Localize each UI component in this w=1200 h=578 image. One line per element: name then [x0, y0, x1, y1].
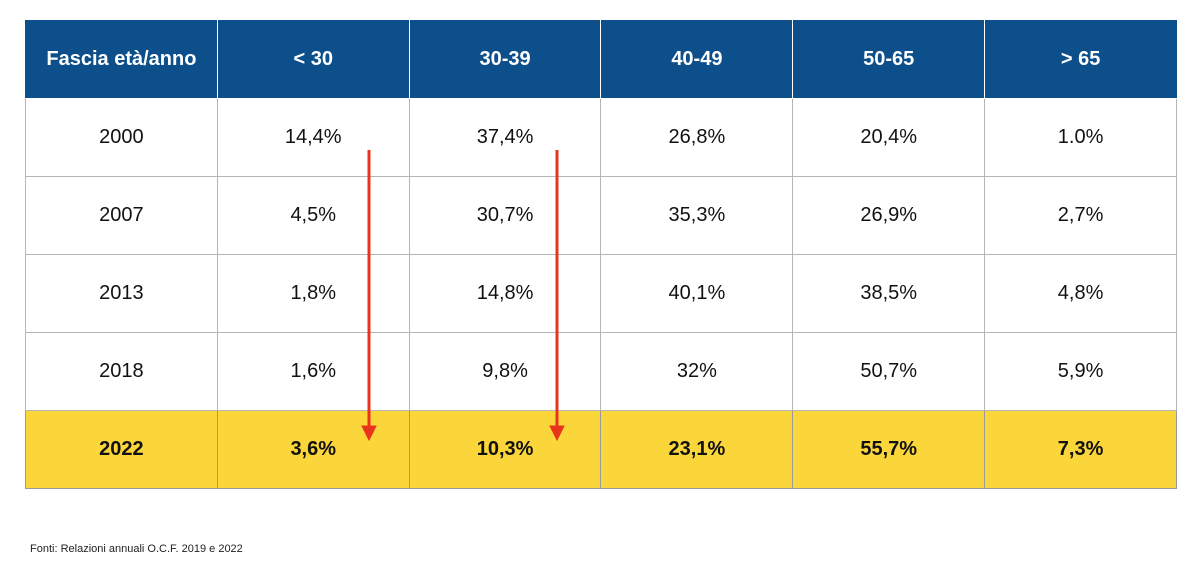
table-cell: 4,8% [984, 254, 1177, 333]
table-cell: 5,9% [984, 332, 1177, 411]
table-cell: 10,3% [408, 410, 602, 489]
header-cell: 40-49 [600, 20, 794, 99]
table-row: 2018 1,6% 9,8% 32% 50,7% 5,9% [25, 332, 1177, 411]
table-cell: 14,8% [408, 254, 602, 333]
table-cell: 14,4% [216, 98, 410, 177]
table-body: 2000 14,4% 37,4% 26,8% 20,4% 1.0% 2007 4,5% 30,7… [25, 98, 1177, 489]
row-label: 2022 [25, 410, 218, 489]
table-row: 2007 4,5% 30,7% 35,3% 26,9% 2,7% [25, 176, 1177, 255]
table-cell: 1.0% [984, 98, 1177, 177]
table-cell: 7,3% [984, 410, 1177, 489]
row-label: 2000 [25, 98, 218, 177]
table-cell: 23,1% [600, 410, 794, 489]
table-cell: 3,6% [216, 410, 410, 489]
table-row: 2022 3,6% 10,3% 23,1% 55,7% 7,3% [25, 410, 1177, 489]
header-cell: 30-39 [408, 20, 602, 99]
table-cell: 40,1% [600, 254, 794, 333]
table-row: 2013 1,8% 14,8% 40,1% 38,5% 4,8% [25, 254, 1177, 333]
data-table: Fascia età/anno < 30 30-39 40-49 50-65 > 65 2… [25, 20, 1177, 489]
table-cell: 9,8% [408, 332, 602, 411]
table-cell: 35,3% [600, 176, 794, 255]
table-cell: 38,5% [792, 254, 986, 333]
footnote: Fonti: Relazioni annuali O.C.F. 2019 e 2… [30, 543, 243, 555]
table-cell: 4,5% [216, 176, 410, 255]
table-cell: 55,7% [792, 410, 986, 489]
table-cell: 32% [600, 332, 794, 411]
table-row: 2000 14,4% 37,4% 26,8% 20,4% 1.0% [25, 98, 1177, 177]
row-label: 2007 [25, 176, 218, 255]
header-cell: Fascia età/anno [25, 20, 218, 99]
table-cell: 37,4% [408, 98, 602, 177]
table-cell: 1,8% [216, 254, 410, 333]
header-cell: < 30 [216, 20, 410, 99]
table-cell: 20,4% [792, 98, 986, 177]
table-cell: 50,7% [792, 332, 986, 411]
header-cell: > 65 [984, 20, 1177, 99]
row-label: 2018 [25, 332, 218, 411]
table-cell: 2,7% [984, 176, 1177, 255]
header-cell: 50-65 [792, 20, 986, 99]
table-cell: 26,9% [792, 176, 986, 255]
table-cell: 26,8% [600, 98, 794, 177]
table-cell: 30,7% [408, 176, 602, 255]
header-row: Fascia età/anno < 30 30-39 40-49 50-65 > 65 [25, 20, 1177, 99]
table-cell: 1,6% [216, 332, 410, 411]
row-label: 2013 [25, 254, 218, 333]
